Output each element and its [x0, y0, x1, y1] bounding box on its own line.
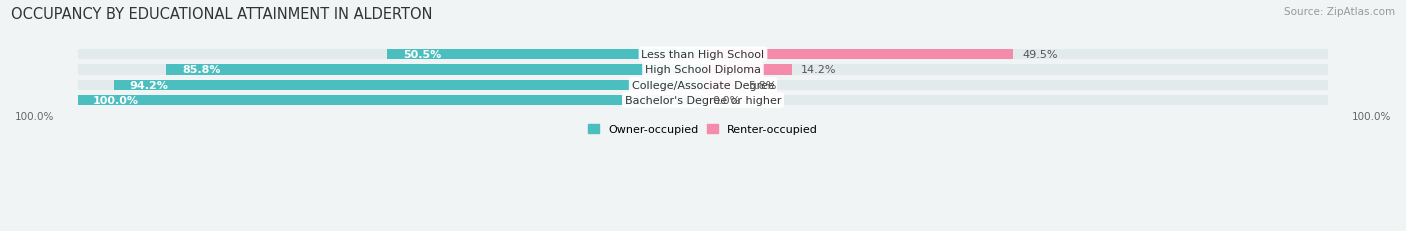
Text: 0.0%: 0.0%: [713, 96, 741, 106]
Bar: [166, 65, 703, 75]
Text: 100.0%: 100.0%: [93, 96, 139, 106]
Bar: [114, 80, 703, 91]
Bar: [703, 95, 1329, 106]
Text: 100.0%: 100.0%: [15, 111, 55, 121]
Text: 50.5%: 50.5%: [402, 50, 441, 60]
Text: 14.2%: 14.2%: [801, 65, 837, 75]
Bar: [703, 50, 1329, 60]
Bar: [703, 80, 740, 91]
Bar: [703, 65, 792, 75]
Bar: [703, 50, 1012, 60]
Legend: Owner-occupied, Renter-occupied: Owner-occupied, Renter-occupied: [583, 120, 823, 139]
Bar: [387, 50, 703, 60]
Bar: [703, 65, 1329, 75]
Text: College/Associate Degree: College/Associate Degree: [631, 80, 775, 90]
Text: Source: ZipAtlas.com: Source: ZipAtlas.com: [1284, 7, 1395, 17]
Text: 85.8%: 85.8%: [181, 65, 221, 75]
Bar: [77, 80, 703, 91]
Text: 94.2%: 94.2%: [129, 80, 169, 90]
Text: Less than High School: Less than High School: [641, 50, 765, 60]
Bar: [77, 65, 703, 75]
Text: 5.8%: 5.8%: [748, 80, 778, 90]
Text: 49.5%: 49.5%: [1022, 50, 1057, 60]
Bar: [77, 95, 703, 106]
Bar: [77, 50, 703, 60]
Text: Bachelor's Degree or higher: Bachelor's Degree or higher: [624, 96, 782, 106]
Text: 100.0%: 100.0%: [1351, 111, 1391, 121]
Bar: [703, 80, 1329, 91]
Text: OCCUPANCY BY EDUCATIONAL ATTAINMENT IN ALDERTON: OCCUPANCY BY EDUCATIONAL ATTAINMENT IN A…: [11, 7, 433, 22]
Bar: [77, 95, 703, 106]
Text: High School Diploma: High School Diploma: [645, 65, 761, 75]
